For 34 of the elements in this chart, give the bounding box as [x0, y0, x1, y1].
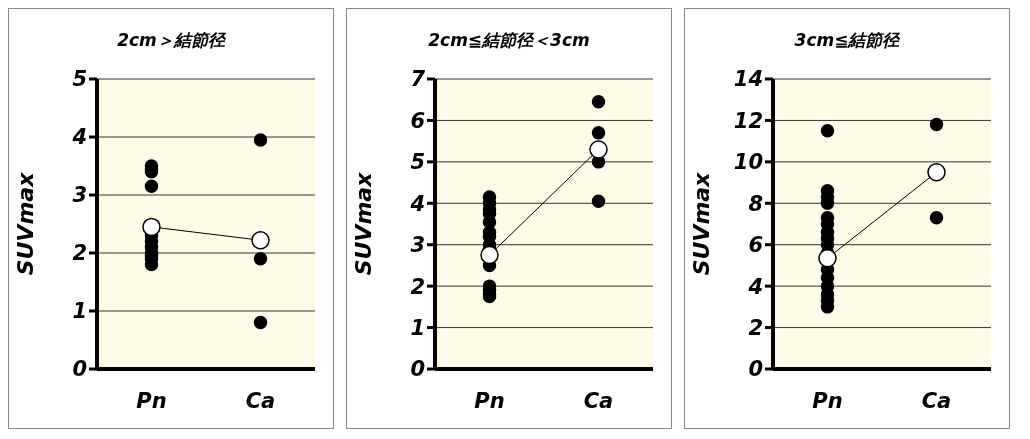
y-tick-label: 5	[72, 67, 87, 92]
y-tick-label: 6	[410, 108, 425, 133]
y-tick-label: 0	[72, 357, 87, 382]
y-axis-title: SUVmax	[350, 171, 376, 276]
y-tick-label: 6	[748, 233, 763, 258]
y-tick-label: 1	[410, 316, 425, 341]
y-tick-label: 0	[748, 357, 763, 382]
y-tick-label: 10	[733, 150, 763, 175]
y-tick-label: 2	[72, 241, 87, 266]
y-tick-label: 4	[71, 125, 87, 150]
x-tick-label: Pn	[474, 388, 505, 413]
y-tick-label: 3	[410, 233, 425, 258]
x-tick-label: Pn	[136, 388, 167, 413]
x-tick-label: Ca	[245, 388, 276, 413]
chart-title: 3cm≦結節径	[793, 29, 901, 52]
y-tick-label: 0	[410, 357, 425, 382]
y-tick-label: 5	[410, 150, 425, 175]
y-tick-label: 14	[733, 67, 763, 92]
y-axis-title: SUVmax	[12, 171, 38, 276]
y-tick-label: 7	[410, 67, 426, 92]
y-tick-label: 4	[409, 191, 425, 216]
y-tick-label: 2	[748, 316, 763, 341]
x-tick-label: Ca	[583, 388, 614, 413]
y-axis-title: SUVmax	[688, 171, 714, 276]
x-tick-label: Ca	[921, 388, 952, 413]
y-tick-label: 8	[748, 191, 763, 216]
y-tick-label: 4	[747, 274, 763, 299]
y-tick-label: 3	[72, 183, 87, 208]
y-tick-label: 2	[410, 274, 425, 299]
chart-title: 2cm≦結節径＜3cm	[427, 29, 591, 52]
y-tick-label: 1	[72, 299, 87, 324]
x-tick-label: Pn	[812, 388, 843, 413]
y-tick-label: 12	[733, 108, 763, 133]
chart-title: 2cm＞結節径	[116, 29, 227, 52]
